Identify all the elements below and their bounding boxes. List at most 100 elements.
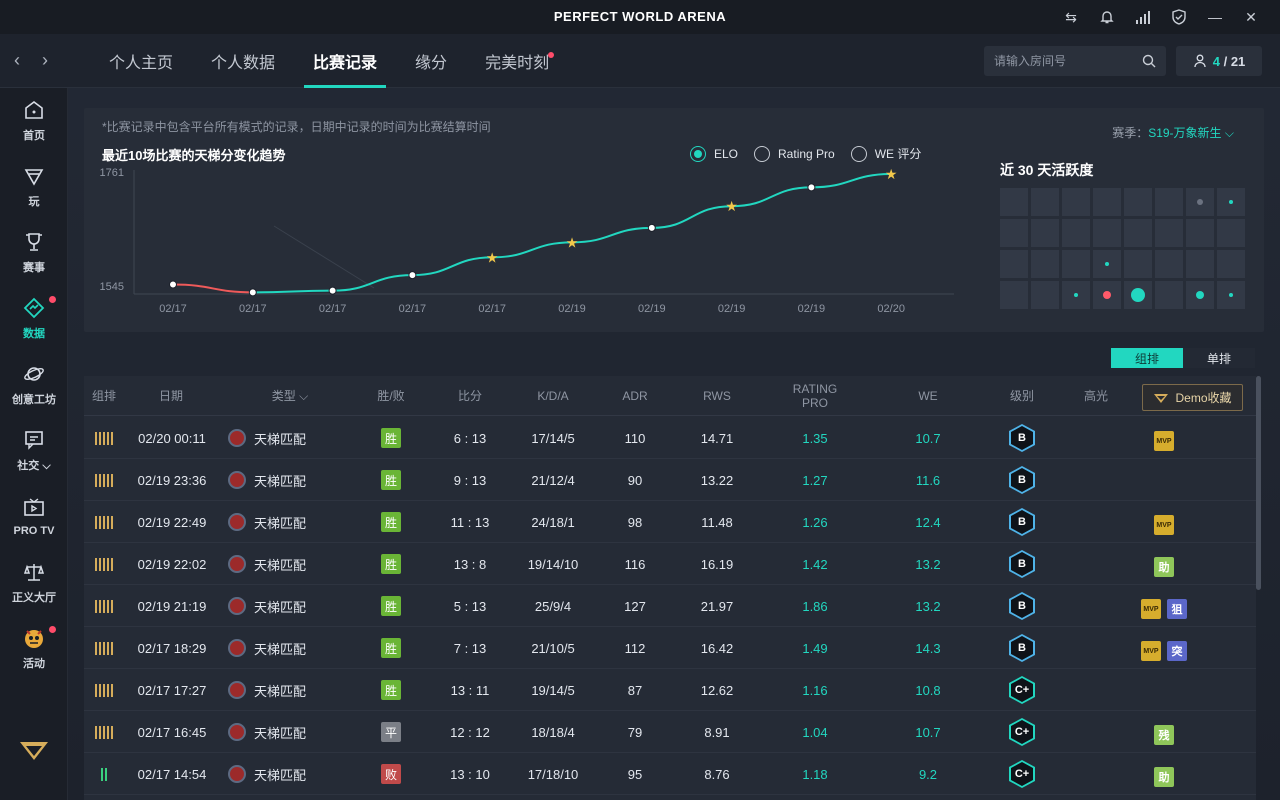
table-row[interactable]: 02/17 17:27 天梯匹配 胜 13 : 11 19/14/5 87 12.62 1.1…	[84, 669, 1256, 711]
scale-icon	[22, 560, 46, 584]
tab-3[interactable]: 缘分	[396, 34, 466, 88]
header-label: K/D/A	[537, 388, 569, 403]
demo-collection-button[interactable]: Demo收藏	[1142, 384, 1243, 411]
table-row[interactable]: 02/17 14:54 天梯匹配 败 13 : 10 17/18/10 95 8.76 1.1…	[84, 753, 1256, 795]
rank-badge: B	[1011, 426, 1033, 450]
season-label: 赛季：	[1112, 126, 1149, 140]
activity-dot	[1196, 291, 1204, 299]
sidebar-item-7[interactable]: 正义大厅	[0, 552, 68, 612]
tab-2[interactable]: 比赛记录	[294, 34, 396, 88]
match-we: 13.2	[915, 598, 941, 614]
activity-dot	[1229, 200, 1233, 204]
scrollbar[interactable]	[1256, 376, 1261, 590]
table-row[interactable]: 02/17 16:45 天梯匹配 平 12 : 12 18/18/4 79 8.91 1.04…	[84, 711, 1256, 753]
rank-badge: C+	[1011, 762, 1033, 786]
activity-dot	[1131, 288, 1145, 302]
header-2[interactable]: 类型 ⌵	[260, 387, 320, 404]
radio-1[interactable]: Rating Pro	[754, 145, 835, 162]
sidebar-item-1[interactable]: 玩	[0, 156, 68, 216]
mvp-badge: MVP	[1141, 599, 1161, 619]
ladder-icon	[228, 681, 246, 699]
sidebar-item-3[interactable]: 数据	[0, 288, 68, 348]
match-adr: 112	[624, 640, 646, 656]
activity-grid	[1000, 188, 1245, 309]
header-label: 胜/败	[377, 389, 405, 403]
activity-cell	[1155, 219, 1183, 247]
sidebar-item-0[interactable]: 首页	[0, 90, 68, 150]
table-row[interactable]: 02/19 22:49 天梯匹配 胜 11 : 13 24/18/1 98 11.48 1.2…	[84, 501, 1256, 543]
main-content: *比赛记录中包含平台所有模式的记录，日期中记录的时间为比赛结算时间 赛季：S19…	[84, 108, 1264, 800]
header-9: WE	[898, 389, 958, 403]
header-6: ADR	[605, 389, 665, 403]
rank-badge: C+	[1011, 678, 1033, 702]
highlight-badges: MVP	[1124, 501, 1204, 543]
match-we: 10.7	[915, 724, 941, 740]
header-label: 比分	[457, 389, 482, 403]
match-score: 13 : 10	[450, 766, 490, 782]
match-rws: 14.71	[700, 430, 734, 446]
header-5: K/D/A	[523, 389, 583, 403]
tab-4[interactable]: 完美时刻	[466, 34, 568, 88]
sidebar-item-5[interactable]: 社交 ⌵	[0, 420, 68, 480]
activity-cell	[1093, 250, 1121, 278]
forward-arrow-icon[interactable]: ›	[42, 50, 48, 70]
activity-dot	[1074, 293, 1078, 297]
sidebar-item-label: 玩	[28, 195, 40, 208]
radio-0[interactable]: ELO	[690, 145, 738, 162]
table-row[interactable]: 02/19 23:36 天梯匹配 胜 9 : 13 21/12/4 90 13.22 1.27…	[84, 459, 1256, 501]
signal-icon[interactable]	[1132, 6, 1154, 28]
toggle-solo[interactable]: 单排	[1183, 348, 1255, 368]
diamond-icon	[1154, 393, 1169, 403]
sidebar-item-6[interactable]: PRO TV	[0, 486, 68, 546]
x-tick-label: 02/17	[239, 303, 267, 315]
sidebar: 首页玩赛事 数据 创意工坊 社交 ⌵ PRO TV 正义大厅活动	[0, 88, 68, 800]
match-type-label: 天梯匹配	[254, 641, 307, 657]
season-value: S19-万象新生	[1148, 126, 1222, 140]
match-adr: 127	[624, 598, 646, 614]
minimize-icon[interactable]: —	[1208, 9, 1222, 25]
activity-cell	[1062, 219, 1090, 247]
match-kda: 25/9/4	[534, 598, 572, 614]
x-tick-label: 02/19	[718, 303, 746, 315]
tab-0[interactable]: 个人主页	[90, 34, 192, 88]
match-we: 10.7	[915, 430, 941, 446]
table-row[interactable]: 02/19 21:19 天梯匹配 胜 5 : 13 25/9/4 127 21.97 1.86…	[84, 585, 1256, 627]
radio-2[interactable]: WE 评分	[850, 145, 921, 162]
table-row[interactable]: 02/17 18:29 天梯匹配 胜 7 : 13 21/10/5 112 16.42 1.4…	[84, 627, 1256, 669]
table-row[interactable]: 02/19 22:02 天梯匹配 胜 13 : 8 19/14/10 116 16.19 1.…	[84, 543, 1256, 585]
activity-dot	[1103, 291, 1111, 299]
activity-title: 近 30 天活跃度	[1000, 162, 1094, 178]
sidebar-item-4[interactable]: 创意工坊	[0, 354, 68, 414]
highlight-badges: 残	[1124, 711, 1204, 753]
highlight-badges	[1124, 669, 1204, 711]
match-table: 组排 日期 类型 ⌵ 胜/败 比分 K/D/A ADR RWS RATING PRO WE 级别 高光…	[84, 376, 1256, 800]
tab-1[interactable]: 个人数据	[192, 34, 294, 88]
search-icon[interactable]	[1142, 54, 1156, 68]
match-kda: 24/18/1	[531, 514, 575, 530]
sidebar-item-label: 活动	[23, 657, 45, 670]
match-type: 天梯匹配	[228, 501, 318, 543]
diamond-logo-icon[interactable]	[18, 738, 50, 762]
shield-icon[interactable]	[1168, 6, 1190, 28]
match-type: 天梯匹配	[228, 753, 318, 795]
room-search-input[interactable]	[994, 54, 1134, 68]
match-rating: 1.04	[802, 724, 828, 740]
season-selector[interactable]: 赛季：S19-万象新生 ⌵	[1112, 126, 1234, 140]
sidebar-item-8[interactable]: 活动	[0, 618, 68, 678]
toggle-team[interactable]: 组排	[1111, 348, 1183, 368]
bell-icon[interactable]	[1096, 6, 1118, 28]
close-icon[interactable]: ✕	[1245, 8, 1257, 25]
team-size-bars	[95, 515, 113, 529]
sidebar-item-2[interactable]: 赛事	[0, 222, 68, 282]
match-kda: 19/14/5	[531, 682, 575, 698]
ladder-icon	[228, 513, 246, 531]
result-badge: 胜	[381, 680, 401, 700]
match-rws: 8.76	[704, 766, 730, 782]
room-count[interactable]: 4 / 21	[1176, 46, 1262, 76]
ladder-icon	[228, 471, 246, 489]
table-row[interactable]: 02/20 00:11 天梯匹配 胜 6 : 13 17/14/5 110 14.71 1.3…	[84, 417, 1256, 459]
swap-icon[interactable]: ⇆	[1065, 8, 1077, 25]
highlight-badges: MVP 突	[1124, 627, 1204, 669]
match-date: 02/19 21:19	[137, 598, 207, 614]
back-arrow-icon[interactable]: ‹	[14, 50, 20, 70]
